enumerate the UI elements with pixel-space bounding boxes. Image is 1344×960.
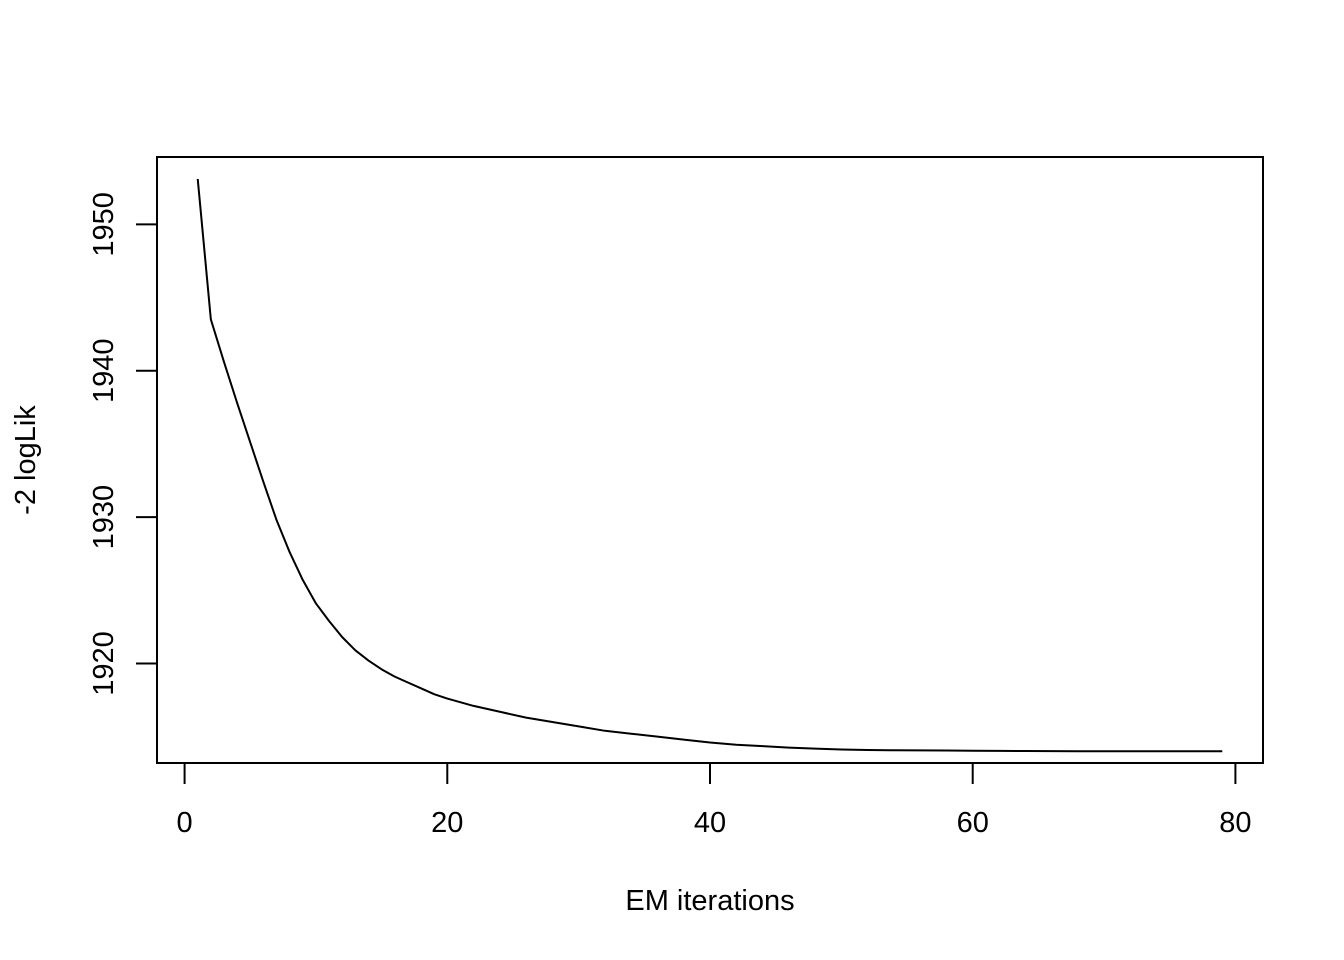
y-tick-label: 1940: [88, 338, 120, 403]
y-tick-label: 1920: [88, 631, 120, 696]
x-tick-label: 60: [957, 807, 989, 839]
x-tick-label: 20: [431, 807, 463, 839]
x-axis: 0 20 40 60 80: [177, 762, 1252, 839]
y-tick-label: 1950: [88, 192, 120, 257]
x-axis-label: EM iterations: [625, 885, 794, 917]
plot-frame: [156, 156, 1264, 764]
x-tick-label: 80: [1219, 807, 1251, 839]
y-axis: 1920 1930 1940 1950: [88, 192, 158, 696]
x-tick-label: 0: [177, 807, 193, 839]
y-tick-label: 1930: [88, 485, 120, 550]
x-tick-label: 40: [694, 807, 726, 839]
y-axis-label: -2 logLik: [10, 405, 42, 515]
series-line: [196, 178, 1223, 753]
